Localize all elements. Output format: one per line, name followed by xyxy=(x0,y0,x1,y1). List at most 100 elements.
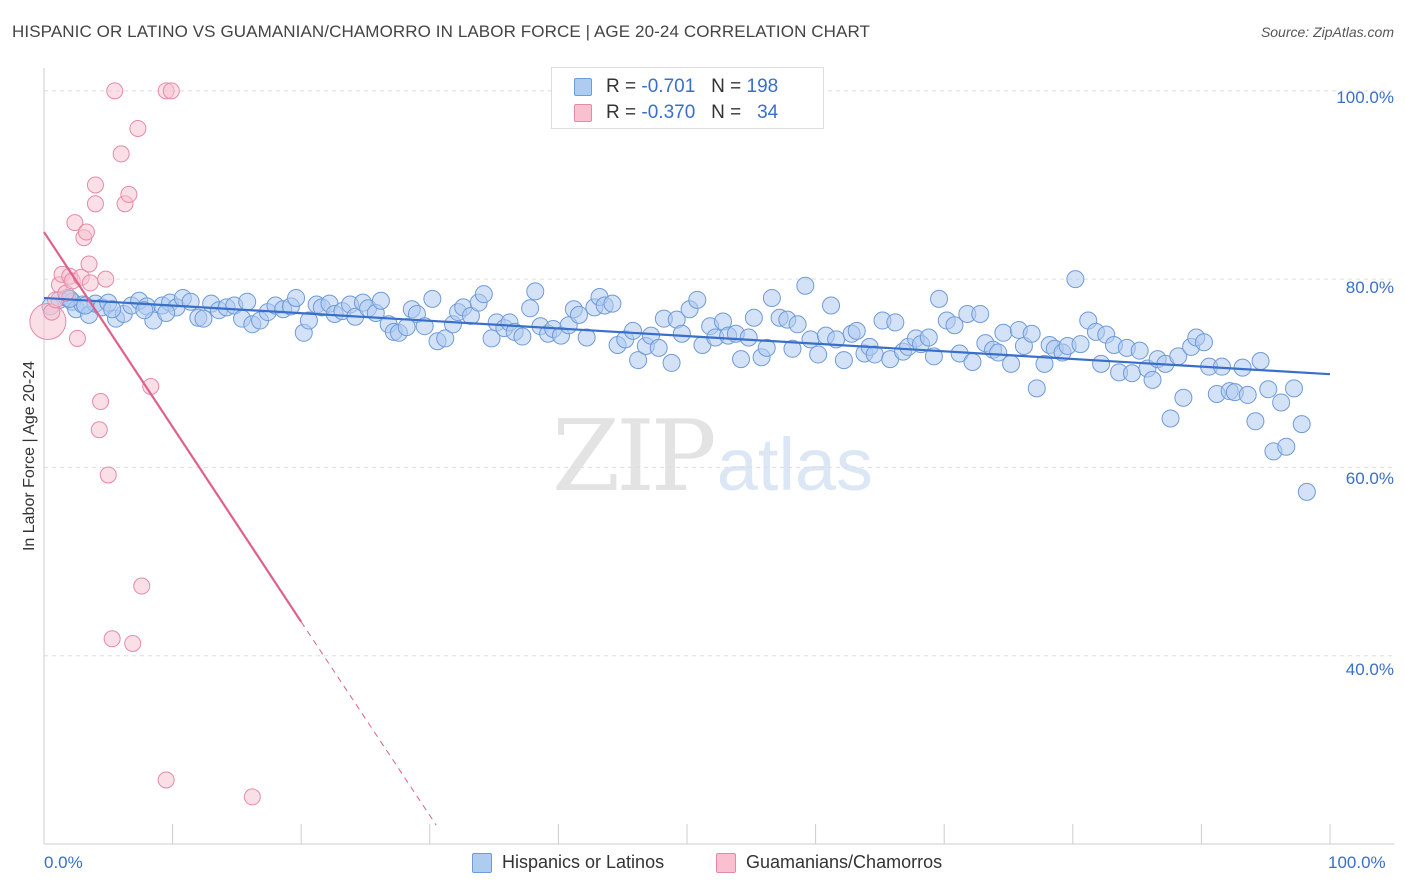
chart-title: HISPANIC OR LATINO VS GUAMANIAN/CHAMORRO… xyxy=(12,22,871,41)
hispanic-point xyxy=(757,338,776,357)
hispanic-point xyxy=(1292,415,1311,434)
hispanic-point xyxy=(1259,380,1278,399)
hispanic-point xyxy=(1027,379,1046,398)
guam-point xyxy=(86,176,104,194)
hispanic-point xyxy=(1272,393,1291,412)
y-tick-label-100: 100.0% xyxy=(1336,88,1394,107)
legend-n-label: N = xyxy=(711,76,742,97)
legend-r-label: R = xyxy=(606,76,637,97)
hispanic-point xyxy=(1251,352,1270,371)
guam-point xyxy=(157,771,175,789)
guam-point xyxy=(133,577,151,595)
guam-point xyxy=(97,270,115,288)
guam-point xyxy=(81,274,99,292)
bottom-legend-swatch-hispanic xyxy=(472,852,492,873)
hispanic-point xyxy=(971,304,990,323)
hispanic-point xyxy=(423,289,442,308)
axes xyxy=(43,68,1394,845)
hispanic-point xyxy=(809,345,828,364)
watermark-atlas: atlas xyxy=(716,423,874,506)
legend-n-value: 34 xyxy=(757,102,779,123)
x-tick-label-100: 100.0% xyxy=(1328,853,1386,872)
hispanic-point xyxy=(788,315,807,334)
y-tick-label-80: 80.0% xyxy=(1345,278,1394,297)
guam-trend-extension xyxy=(300,621,437,826)
hispanic-point xyxy=(371,291,390,310)
hispanic-point xyxy=(436,329,455,348)
hispanic-point xyxy=(783,339,802,358)
hispanic-point xyxy=(526,282,545,301)
hispanic-trend-line xyxy=(43,296,1331,376)
hispanic-point xyxy=(1246,412,1265,431)
guam-point xyxy=(120,185,138,203)
guam-point xyxy=(103,630,121,648)
hispanic-point xyxy=(989,343,1008,362)
y-tick-label-60: 60.0% xyxy=(1345,469,1394,488)
bottom-legend-label: Guamanians/Chamorros xyxy=(746,852,943,872)
hispanic-point xyxy=(1143,370,1162,389)
hispanic-point xyxy=(287,288,306,307)
trend-lines xyxy=(43,231,1331,826)
hispanic-point xyxy=(796,276,815,295)
hispanic-point xyxy=(1122,364,1141,383)
watermark-zip: ZIP xyxy=(552,400,717,514)
hispanic-point xyxy=(603,294,622,313)
bottom-legend-hispanic[interactable]: Hispanics or Latinos xyxy=(472,852,664,873)
hispanic-point xyxy=(801,330,820,349)
legend-r-value: -0.370 xyxy=(641,102,696,123)
guam-point xyxy=(106,82,124,100)
x-tick-label-0: 0.0% xyxy=(44,853,83,872)
guam-point xyxy=(86,195,104,213)
hispanic-point xyxy=(994,323,1013,342)
hispanic-point xyxy=(1071,335,1090,354)
hispanic-point xyxy=(739,328,758,347)
guam-point xyxy=(162,82,180,100)
guam-point xyxy=(112,145,130,163)
hispanic-point xyxy=(886,313,905,332)
legend-r-label: R = xyxy=(606,102,637,123)
guam-point xyxy=(68,329,86,347)
hispanic-point xyxy=(577,328,596,347)
guam-point xyxy=(80,255,98,273)
bottom-legend-guam[interactable]: Guamanians/Chamorros xyxy=(716,852,942,873)
hispanic-point xyxy=(822,296,841,315)
hispanic-point xyxy=(474,285,493,304)
legend-swatch-hispanic xyxy=(574,78,592,96)
legend-row-guam: R = -0.370 N = 34 xyxy=(574,102,778,124)
guam-point xyxy=(92,393,110,411)
hispanic-point xyxy=(623,321,642,340)
hispanic-point xyxy=(1284,379,1303,398)
hispanic-point xyxy=(194,309,213,328)
hispanic-point xyxy=(1002,354,1021,373)
guam-point xyxy=(99,466,117,484)
hispanic-point xyxy=(1194,333,1213,352)
guam-points xyxy=(29,82,261,806)
hispanic-point xyxy=(238,292,257,311)
correlation-legend: R = -0.701 N = 198 R = -0.370 N = 34 xyxy=(551,67,824,129)
hispanic-point xyxy=(649,338,668,357)
hispanic-point xyxy=(135,301,154,320)
hispanic-point xyxy=(513,327,532,346)
bottom-legend-swatch-guam xyxy=(716,852,736,873)
hispanic-point xyxy=(1161,409,1180,428)
legend-swatch-guam xyxy=(574,104,592,122)
legend-n-value: 198 xyxy=(746,76,779,97)
hispanic-point xyxy=(945,316,964,335)
hispanic-point xyxy=(732,350,751,369)
hispanic-point xyxy=(299,311,318,330)
guam-point xyxy=(243,788,261,806)
hispanic-point xyxy=(1130,341,1149,360)
hispanic-point xyxy=(688,290,707,309)
hispanic-point xyxy=(1277,437,1296,456)
hispanic-point xyxy=(672,324,691,343)
hispanic-point xyxy=(919,328,938,347)
bottom-legend-label: Hispanics or Latinos xyxy=(502,852,665,872)
hispanic-point xyxy=(569,305,588,324)
hispanic-point xyxy=(1092,354,1111,373)
guam-point xyxy=(90,421,108,439)
zipatlas-watermark: ZIPatlas xyxy=(552,400,873,514)
hispanic-point xyxy=(521,299,540,318)
hispanic-point xyxy=(662,353,681,372)
guam-point xyxy=(124,634,142,652)
